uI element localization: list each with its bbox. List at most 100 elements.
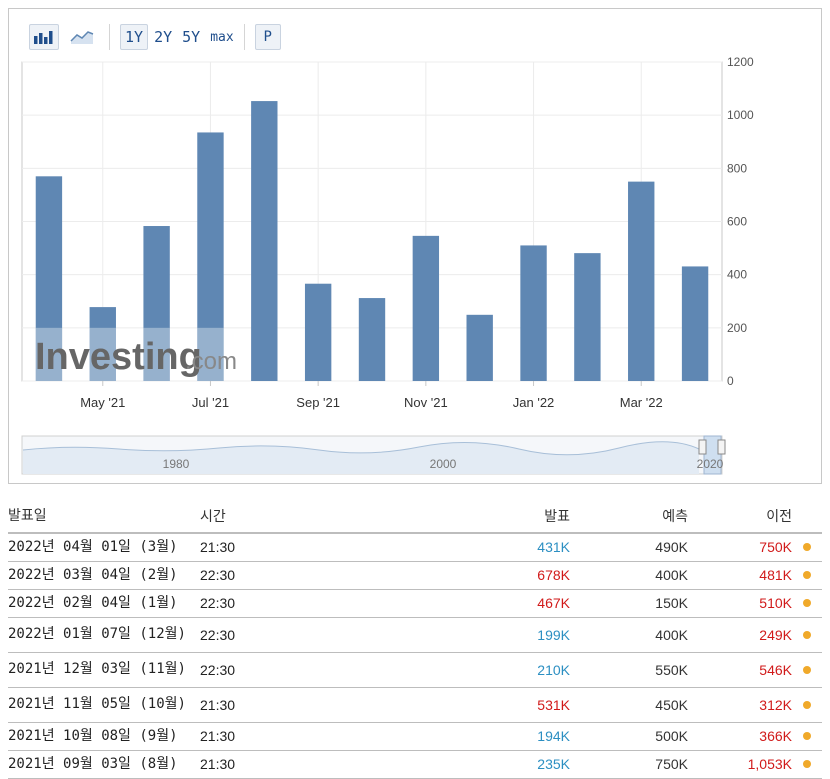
header-actual[interactable]: 발표 <box>290 500 570 534</box>
y-tick-label: 1200 <box>727 55 754 69</box>
range-max-button[interactable]: max <box>210 29 234 45</box>
row-status <box>792 722 822 751</box>
header-spacer <box>792 500 822 534</box>
row-time: 22:30 <box>200 652 290 688</box>
row-actual: 467K <box>290 589 570 618</box>
x-tick-label: Nov '21 <box>404 395 448 410</box>
bar-13[interactable] <box>681 266 709 381</box>
bar-7[interactable] <box>358 298 386 381</box>
status-dot-icon <box>803 571 811 579</box>
navigator-track <box>21 435 723 475</box>
status-dot-icon <box>803 630 811 639</box>
y-tick-label: 600 <box>727 215 747 229</box>
x-tick-label: Sep '21 <box>296 395 340 410</box>
x-tick-label: Jan '22 <box>513 395 555 410</box>
table-row: 2022년 04월 01일 (3월) 21:30 431K 490K 750K <box>8 533 822 562</box>
bar-4[interactable] <box>197 132 224 381</box>
row-status <box>792 652 822 688</box>
row-actual: 531K <box>290 687 570 723</box>
watermark-text-main: Investing <box>35 336 202 378</box>
bar-11[interactable] <box>574 253 601 381</box>
row-forecast: 150K <box>570 589 688 618</box>
p-button[interactable]: P <box>254 24 281 50</box>
row-previous: 366K <box>688 722 792 751</box>
row-date: 2021년 12월 03일 (11월) <box>8 652 200 688</box>
row-previous: 546K <box>688 652 792 688</box>
row-date: 2021년 11월 05일 (10월) <box>8 687 200 723</box>
bar-chart-icon[interactable] <box>29 24 59 50</box>
row-forecast: 500K <box>570 722 688 751</box>
watermark-text-dotcom: .com <box>185 348 237 375</box>
y-tick-label: 800 <box>727 161 747 175</box>
row-status <box>792 589 822 618</box>
chart-widget: 1Y 2Y 5Y max P Investing .com 0 200 400 600… <box>8 8 822 484</box>
row-time: 22:30 <box>200 561 290 590</box>
bar-12[interactable] <box>628 181 655 381</box>
status-dot-icon <box>803 700 811 709</box>
row-forecast: 750K <box>570 750 688 779</box>
table-row: 2022년 03월 04일 (2월) 22:30 678K 400K 481K <box>8 561 822 590</box>
table-row: 2022년 01월 07일 (12월) 22:30 199K 400K 249K <box>8 617 822 653</box>
watermark-band <box>89 327 116 381</box>
row-previous: 1,053K <box>688 750 792 779</box>
row-status <box>792 561 822 590</box>
watermark-band <box>143 327 170 381</box>
range-2y-button[interactable]: 2Y <box>154 28 173 46</box>
x-axis-ticks: May '21 Jul '21 Sep '21 Nov '21 Jan '22 Mar '… <box>80 381 663 410</box>
row-previous: 481K <box>688 561 792 590</box>
bar-3[interactable] <box>143 226 170 381</box>
status-dot-icon <box>803 599 811 607</box>
watermark-band <box>35 327 63 381</box>
row-forecast: 550K <box>570 652 688 688</box>
toolbar-separator <box>109 24 110 50</box>
row-date: 2021년 10월 08일 (9월) <box>8 722 200 751</box>
navigator-selection <box>703 435 722 475</box>
bar-8[interactable] <box>412 235 440 381</box>
table-row: 2021년 12월 03일 (11월) 22:30 210K 550K 546K <box>8 652 822 688</box>
bar-1[interactable] <box>35 176 63 381</box>
row-previous: 249K <box>688 617 792 653</box>
row-actual: 235K <box>290 750 570 779</box>
bar-chart: Investing .com 0 200 400 600 800 1000 1200 May… <box>21 55 754 410</box>
range-5y-button[interactable]: 5Y <box>182 28 201 46</box>
row-date: 2022년 02월 04일 (1월) <box>8 589 200 618</box>
status-dot-icon <box>803 543 811 552</box>
row-time: 22:30 <box>200 589 290 618</box>
row-status <box>792 533 822 562</box>
row-actual: 199K <box>290 617 570 653</box>
header-time[interactable]: 시간 <box>200 500 290 534</box>
bar-6[interactable] <box>304 283 332 381</box>
navigator-label: 1980 <box>163 457 190 471</box>
row-time: 22:30 <box>200 617 290 653</box>
header-previous[interactable]: 이전 <box>688 500 792 534</box>
bar-9[interactable] <box>466 314 493 381</box>
row-forecast: 490K <box>570 533 688 562</box>
horizontal-gridlines <box>22 61 722 382</box>
table-row: 2021년 11월 05일 (10월) 21:30 531K 450K 312K <box>8 687 822 723</box>
y-tick-label: 200 <box>727 321 747 335</box>
line-chart-icon[interactable] <box>67 24 97 50</box>
range-1y-button[interactable]: 1Y <box>120 24 149 50</box>
row-time: 21:30 <box>200 750 290 779</box>
y-tick-label: 1000 <box>727 108 754 122</box>
header-date[interactable]: 발표일 <box>8 500 200 534</box>
row-forecast: 400K <box>570 617 688 653</box>
row-previous: 750K <box>688 533 792 562</box>
y-tick-label: 400 <box>727 268 747 282</box>
navigator-line <box>22 441 700 456</box>
row-actual: 194K <box>290 722 570 751</box>
toolbar-separator <box>243 24 245 50</box>
bars <box>35 101 709 381</box>
status-dot-icon <box>803 665 811 674</box>
navigator-handle-left <box>698 439 707 455</box>
row-actual: 210K <box>290 652 570 688</box>
x-tick-label: Mar '22 <box>620 395 663 410</box>
bar-5[interactable] <box>251 101 278 381</box>
bar-10[interactable] <box>520 245 547 381</box>
history-table: 발표일 시간 발표 예측 이전 2022년 04월 01일 (3월) 21:30 4… <box>8 500 822 779</box>
row-status <box>792 617 822 653</box>
bar-2[interactable] <box>89 307 116 381</box>
row-status <box>792 687 822 723</box>
header-forecast[interactable]: 예측 <box>570 500 688 534</box>
row-actual: 678K <box>290 561 570 590</box>
